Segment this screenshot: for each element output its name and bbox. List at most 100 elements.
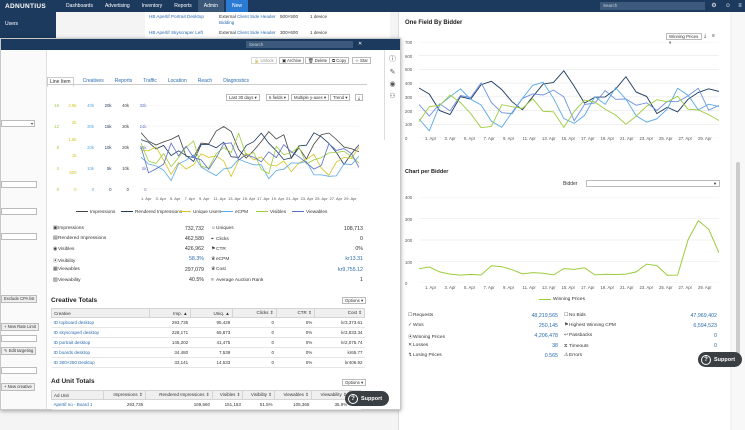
- close-icon[interactable]: ✕: [358, 41, 363, 47]
- field-selector[interactable]: Winning Prices ▾: [666, 33, 702, 45]
- nav-new-button[interactable]: New: [225, 0, 248, 12]
- column-header[interactable]: CTR ⇕: [275, 308, 315, 318]
- legend-item-unique-users[interactable]: Unique Users: [179, 209, 221, 214]
- nav-reports[interactable]: Reports: [174, 3, 192, 9]
- column-header[interactable]: Visibles ⇕: [211, 390, 244, 400]
- column-header[interactable]: Uniq. ▲: [189, 308, 233, 318]
- row-name-link[interactable]: ID topboard desktop: [51, 317, 150, 328]
- tab-reports[interactable]: Reports: [114, 78, 133, 84]
- tab-diagnostics[interactable]: Diagnostics: [223, 78, 250, 84]
- tab-line-item[interactable]: Line Item: [47, 77, 74, 87]
- x-tick-label: 7. Apr: [184, 196, 195, 201]
- tab-reach[interactable]: Reach: [197, 78, 213, 84]
- adunit-name[interactable]: HB Apertif Portrait Desktop: [149, 14, 204, 19]
- unlock-button[interactable]: 🔓 Unlock: [251, 57, 277, 64]
- form-field[interactable]: [1, 233, 37, 240]
- sidebar-item-users[interactable]: Users: [5, 21, 19, 27]
- trend-select[interactable]: Trend ▾: [330, 94, 351, 101]
- row-name-link[interactable]: ID boards desktop: [51, 347, 150, 358]
- new-rate-limit-button[interactable]: + New Rate Limit: [1, 323, 39, 331]
- table-row[interactable]: Apertif no - Board 1 293,735 169,560 151,15…: [51, 399, 361, 410]
- adunit-options-button[interactable]: Options ▾: [342, 379, 367, 386]
- download-icon[interactable]: ⤓: [704, 33, 707, 39]
- form-field[interactable]: [1, 181, 37, 188]
- form-field[interactable]: [1, 335, 37, 342]
- column-header[interactable]: Viewables ⇕: [274, 390, 312, 400]
- star-button[interactable]: ☆ Star: [352, 57, 371, 64]
- nav-admin[interactable]: Admin: [197, 0, 224, 12]
- table-row[interactable]: ID portrait desktop 145,202 41,475 0 0% kr2,0…: [51, 337, 365, 348]
- delete-button[interactable]: 🗑 Delete: [305, 57, 331, 64]
- column-header[interactable]: Rendered Impressions ⇕: [144, 390, 213, 400]
- y-axes-select[interactable]: Multiple y-axes ▾: [291, 94, 330, 101]
- tab-creatives[interactable]: Creatives: [82, 78, 104, 84]
- dialog-search-input[interactable]: Search: [246, 41, 353, 48]
- pencil-icon[interactable]: ✎: [389, 69, 396, 76]
- exclude-cpa-button[interactable]: Exclude CPA list: [1, 295, 38, 303]
- legend-item-viewables[interactable]: Viewables: [292, 209, 327, 214]
- nav-inventory[interactable]: Inventory: [141, 3, 163, 9]
- top-search-input[interactable]: Search: [600, 2, 705, 10]
- right-scrollbar[interactable]: [732, 12, 745, 430]
- bidder-select[interactable]: ▼: [586, 180, 720, 187]
- gear-icon[interactable]: ⚙: [711, 3, 717, 9]
- form-select[interactable]: ▾: [1, 120, 35, 127]
- support-button-dialog[interactable]: ? Support: [345, 391, 390, 406]
- metric-value: 0.565: [544, 352, 558, 359]
- column-header[interactable]: Visibility ⇕: [242, 390, 276, 400]
- row-name-link[interactable]: ID skyscraperl desktop: [51, 327, 150, 338]
- table-row[interactable]: ID topboard desktop 293,735 95,429 0 0% kr3,3…: [51, 317, 365, 328]
- adunit-detail[interactable]: Client Side Header: [237, 14, 276, 19]
- chart2-legend[interactable]: Winning Prices: [539, 297, 585, 302]
- column-header[interactable]: Imp. ▲: [149, 308, 191, 318]
- eye-icon[interactable]: ◉: [389, 81, 396, 88]
- tab-location[interactable]: Location: [167, 78, 187, 84]
- copy-button[interactable]: ⧉ Copy: [329, 57, 350, 64]
- support-button-right[interactable]: ? Support: [698, 352, 743, 367]
- column-header[interactable]: Viewability ⇕: [310, 390, 350, 400]
- tab-traffic[interactable]: Traffic: [143, 78, 157, 84]
- table-row[interactable]: ID 300×250 Desktop 33,141 14,533 0 0% kr406.9…: [51, 357, 365, 368]
- legend-item-rendered-impressions[interactable]: Rendered Impressions: [121, 209, 182, 214]
- x-tick-label: 5. Apr: [464, 136, 476, 141]
- column-header[interactable]: Cost ⇕: [313, 308, 366, 318]
- form-field[interactable]: [1, 367, 37, 374]
- table-row[interactable]: HB Apertif Portrait Desktop External Cli…: [149, 14, 327, 25]
- form-field[interactable]: [1, 208, 37, 215]
- table-row[interactable]: HB Apertif Skyscraper Left External Clie…: [149, 30, 327, 35]
- table-cell: 293,735: [149, 317, 191, 328]
- column-header[interactable]: Clicks ⇕: [231, 308, 277, 318]
- table-row[interactable]: ID boards desktop 34,480 7,539 0 0% kr65.77: [51, 347, 365, 358]
- date-range-select[interactable]: Last 30 days ▾: [226, 94, 260, 101]
- user-icon[interactable]: ☺: [724, 3, 732, 9]
- adunit-extra[interactable]: Bidding: [219, 20, 235, 25]
- new-creative-button[interactable]: + New creative: [1, 383, 35, 391]
- column-header[interactable]: Creative: [50, 308, 151, 318]
- row-name-link[interactable]: ID portrait desktop: [51, 337, 150, 348]
- column-header[interactable]: Ad Unit: [50, 390, 105, 400]
- app-logo[interactable]: ADNUNTIUS: [5, 2, 46, 10]
- info-icon[interactable]: ⓘ: [389, 56, 396, 63]
- row-name-link[interactable]: Apertif no - Board 1: [51, 399, 104, 410]
- table-row[interactable]: ID skyscraperl desktop 228,171 65,873 0 0% kr…: [51, 327, 365, 338]
- creative-options-button[interactable]: Options ▾: [342, 297, 367, 304]
- download-icon[interactable]: ⤓: [355, 94, 363, 101]
- nav-dashboards[interactable]: Dashboards: [66, 3, 93, 9]
- adunit-detail[interactable]: Client Side Header: [237, 30, 276, 35]
- fields-select[interactable]: 6 fields ▾: [266, 94, 289, 101]
- legend-item-ecpm[interactable]: eCPM: [221, 209, 248, 214]
- column-header[interactable]: Impressions ⇕: [103, 390, 146, 400]
- row-name-link[interactable]: ID 300×250 Desktop: [51, 357, 150, 368]
- metric-value: 4,206,478: [534, 332, 558, 339]
- users-icon[interactable]: ⚇: [389, 93, 396, 100]
- legend-item-visibles[interactable]: Visibles: [256, 209, 286, 214]
- archive-button[interactable]: ▣ Archive: [279, 57, 305, 64]
- x-tick-label: 29. Apr: [698, 285, 712, 290]
- menu-icon[interactable]: ≡: [738, 3, 742, 9]
- scrollbar-thumb[interactable]: [736, 162, 740, 362]
- adunit-name[interactable]: HB Apertif Skyscraper Left: [149, 30, 203, 35]
- edit-targeting-button[interactable]: ✎ Edit targeting: [1, 347, 37, 355]
- expand-icon[interactable]: ≡: [712, 33, 715, 39]
- nav-advertising[interactable]: Advertising: [104, 3, 130, 9]
- legend-item-impressions[interactable]: Impressions: [76, 209, 115, 214]
